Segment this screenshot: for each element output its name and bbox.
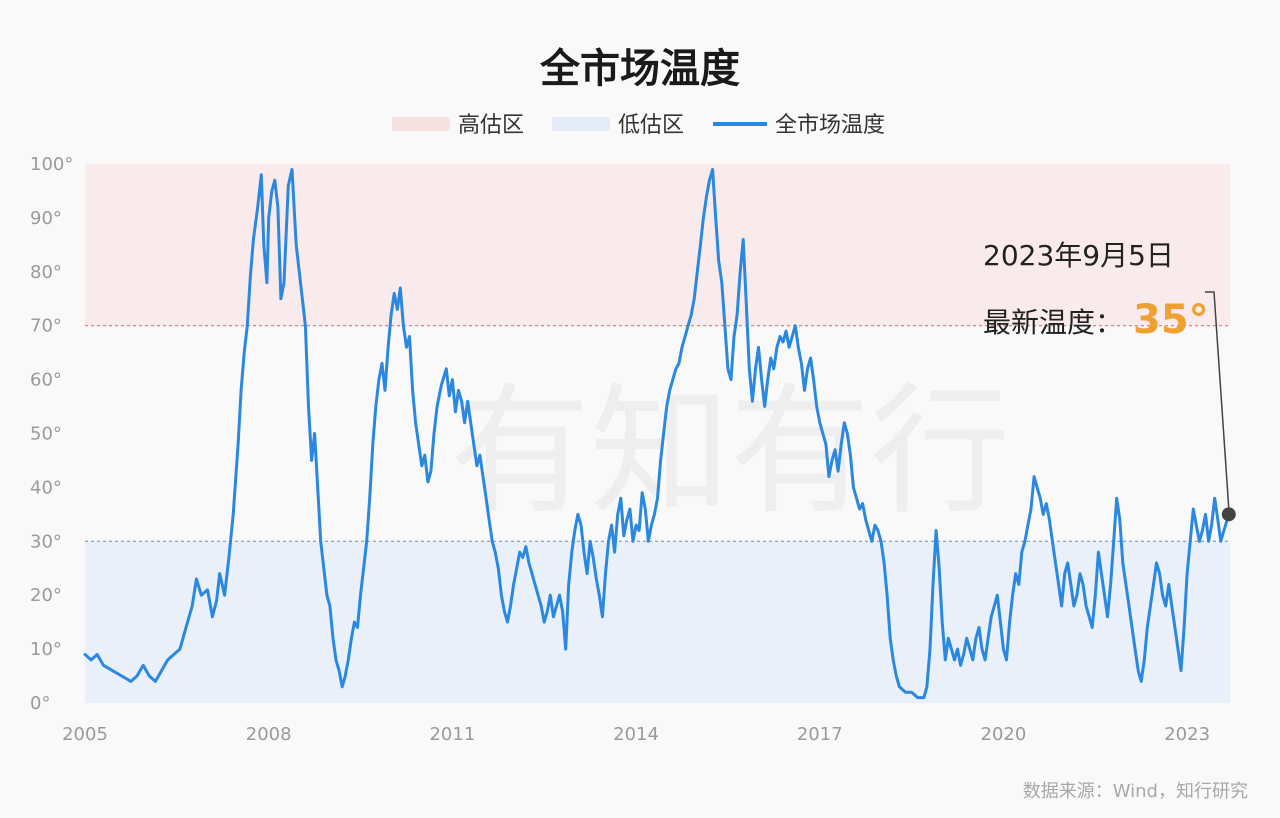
- x-tick-label: 2005: [62, 724, 108, 745]
- y-tick-label: 40°: [30, 477, 62, 498]
- x-tick-label: 2023: [1164, 724, 1210, 745]
- latest-annotation: 2023年9月5日 最新温度： 35°: [983, 239, 1236, 522]
- y-tick-label: 100°: [30, 154, 73, 175]
- legend-label-temperature: 全市场温度: [775, 113, 885, 138]
- y-tick-label: 30°: [30, 531, 62, 552]
- y-tick-label: 90°: [30, 208, 62, 229]
- y-tick-label: 20°: [30, 585, 62, 606]
- series-line-temperature: [83, 167, 1231, 700]
- annotation-value: 35°: [1133, 297, 1209, 343]
- y-tick-label: 70°: [30, 316, 62, 337]
- annotation-date: 2023年9月5日: [983, 239, 1174, 272]
- y-tick-label: 80°: [30, 262, 62, 283]
- series-layer: [83, 167, 1231, 700]
- legend-label-low-zone: 低估区: [618, 113, 684, 138]
- x-tick-label: 2014: [613, 724, 659, 745]
- source-note: 数据来源：Wind，知行研究: [1023, 781, 1248, 802]
- watermark-text: 有知有行: [450, 371, 1010, 534]
- y-tick-label: 60°: [30, 370, 62, 391]
- annotation-leader-line: [1205, 291, 1230, 509]
- x-tick-label: 2020: [981, 724, 1027, 745]
- legend-label-high-zone: 高估区: [458, 113, 524, 138]
- x-tick-label: 2011: [429, 724, 475, 745]
- y-tick-label: 10°: [30, 639, 62, 660]
- legend-swatch-low-zone: [552, 117, 610, 131]
- y-tick-label: 50°: [30, 424, 62, 445]
- x-tick-label: 2017: [797, 724, 843, 745]
- y-axis-ticks: 0° 10° 20° 30° 40° 50° 60° 70° 80° 90° 100°: [30, 154, 73, 714]
- chart-title: 全市场温度: [539, 46, 740, 92]
- threshold-lines: [85, 325, 1230, 542]
- legend-swatch-high-zone: [392, 117, 450, 131]
- annotation-value-label: 最新温度：: [983, 306, 1123, 339]
- latest-point-marker: [1221, 507, 1236, 522]
- band-1: [85, 541, 1230, 703]
- x-tick-label: 2008: [246, 724, 292, 745]
- x-axis-ticks: 2005 2008 2011 2014 2017 2020 2023: [62, 724, 1210, 745]
- y-tick-label: 0°: [30, 693, 50, 714]
- legend: 高估区 低估区 全市场温度: [392, 113, 885, 138]
